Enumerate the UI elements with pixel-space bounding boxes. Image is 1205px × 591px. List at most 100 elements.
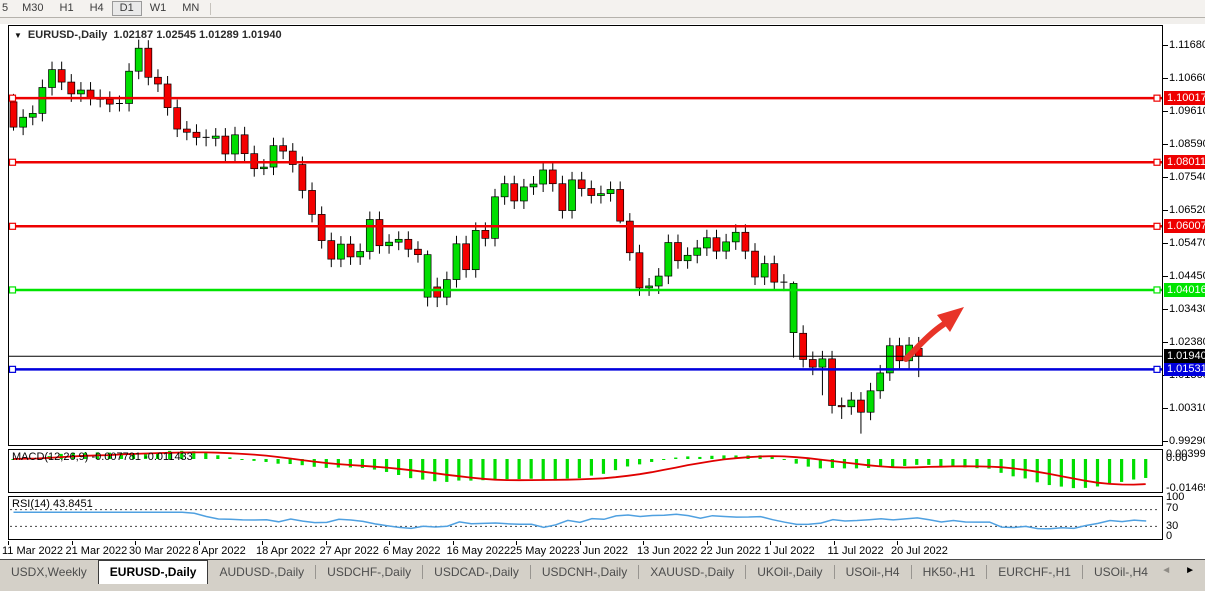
price-tick-mark xyxy=(1163,308,1168,310)
tab-separator xyxy=(315,565,317,579)
hline-price-label: 1.01531 xyxy=(1164,362,1205,377)
price-tick-mark xyxy=(1163,77,1168,79)
tab-separator xyxy=(745,565,747,579)
chart-tab-eurchf-h1[interactable]: EURCHF-,H1 xyxy=(998,565,1071,579)
timeframe-button-mn[interactable]: MN xyxy=(182,2,200,14)
time-axis-label: 13 Jun 2022 xyxy=(637,545,698,557)
time-axis-label: 11 Jul 2022 xyxy=(827,545,884,557)
tab-separator xyxy=(986,565,988,579)
chart-tab-ukoil-daily[interactable]: UKOil-,Daily xyxy=(757,565,823,579)
macd-axis-label: 0.00 xyxy=(1166,452,1188,464)
time-tick-mark xyxy=(770,541,771,545)
time-axis-label: 20 Jul 2022 xyxy=(891,545,948,557)
time-tick-mark xyxy=(706,541,708,545)
price-tick-mark xyxy=(1163,342,1168,344)
time-axis: 11 Mar 2022 21 Mar 2022 30 Mar 2022 8 Apr 2… xyxy=(0,541,1205,558)
tab-scroll-left-icon[interactable]: ◄ xyxy=(1161,565,1172,576)
time-tick-mark xyxy=(389,541,390,545)
time-tick-mark xyxy=(325,541,327,545)
chart-symbol-label: EURUSD-,Daily xyxy=(27,29,108,41)
time-tick-mark xyxy=(71,541,73,545)
timeframe-button-h4[interactable]: H4 xyxy=(89,2,104,14)
price-tick-label: 1.02380 xyxy=(1169,336,1205,349)
time-axis-label: 3 Jun 2022 xyxy=(573,545,628,557)
timeframe-button-d1[interactable]: D1 xyxy=(111,1,142,16)
chart-tab-usdcad-daily[interactable]: USDCAD-,Daily xyxy=(434,565,519,579)
rsi-pane-canvas[interactable] xyxy=(8,496,1163,540)
time-axis-label: 30 Mar 2022 xyxy=(129,545,191,557)
price-tick-label: 1.11680 xyxy=(1169,39,1205,51)
timeframe-button-5[interactable]: 5 xyxy=(2,2,9,14)
time-tick-mark xyxy=(262,541,263,545)
rsi-axis-label: 70 xyxy=(1166,502,1179,514)
price-tick-label: 1.06520 xyxy=(1169,203,1205,216)
toolbar-separator xyxy=(210,2,212,15)
chart-tab-usdchf-daily[interactable]: USDCHF-,Daily xyxy=(327,565,412,579)
time-tick-mark xyxy=(198,541,200,545)
price-tick-label: 1.08590 xyxy=(1169,137,1205,150)
chart-tab-bar: USDX,Weekly EURUSD-,Daily AUDUSD-,Daily USD… xyxy=(0,559,1205,591)
chart-tab-usoil-h4[interactable]: USOil-,H4 xyxy=(845,565,900,579)
time-axis-label: 1 Jul 2022 xyxy=(764,545,815,557)
tab-separator xyxy=(422,565,424,579)
time-axis-label: 22 Jun 2022 xyxy=(700,545,762,557)
time-tick-mark xyxy=(452,541,454,545)
time-tick-mark xyxy=(135,541,136,545)
timeframe-button-w1[interactable]: W1 xyxy=(149,2,167,14)
symbol-dropdown-icon[interactable]: ▼ xyxy=(14,30,22,40)
rsi-indicator-label: RSI(14) 43.8451 xyxy=(12,498,93,510)
tab-separator xyxy=(1081,565,1083,579)
chart-ohlc-values: 1.02187 1.02545 1.01289 1.01940 xyxy=(113,29,282,41)
tab-separator xyxy=(638,565,640,579)
hline-price-label: 1.06007 xyxy=(1164,219,1205,234)
chart-tab-usoil-h4[interactable]: USOil-,H4 xyxy=(1093,565,1148,579)
chart-tab-eurusd-daily[interactable]: EURUSD-,Daily xyxy=(97,560,209,584)
macd-indicator-label: MACD(12,26,9) -0.007781 -0.011433 xyxy=(12,451,193,463)
timeframe-button-h1[interactable]: H1 xyxy=(59,2,74,14)
price-tick-label: 1.03430 xyxy=(1169,302,1205,315)
toolbar-gap xyxy=(0,18,1205,24)
time-axis-label: 21 Mar 2022 xyxy=(65,545,128,557)
price-tick-label: 1.09610 xyxy=(1169,105,1205,118)
time-tick-mark xyxy=(833,541,835,545)
chart-tab-hk50-h1[interactable]: HK50-,H1 xyxy=(922,565,976,579)
rsi-axis-label: 100 xyxy=(1166,491,1185,503)
price-tick-mark xyxy=(1163,440,1168,442)
time-axis-label: 11 Mar 2022 xyxy=(2,545,63,557)
tab-scroll-right-icon[interactable]: ► xyxy=(1185,565,1195,576)
time-tick-mark xyxy=(579,541,581,545)
time-tick-mark xyxy=(897,541,898,545)
chart-tab-audusd-daily[interactable]: AUDUSD-,Daily xyxy=(219,565,305,579)
hline-price-label: 1.08011 xyxy=(1164,155,1205,170)
rsi-axis-label: 0 xyxy=(1166,530,1173,542)
price-tick-mark xyxy=(1163,243,1168,245)
price-tick-label: 1.04450 xyxy=(1169,270,1205,283)
chart-tab-usdx-weekly[interactable]: USDX,Weekly xyxy=(11,565,87,579)
macd-axis-label: 0.00399 xyxy=(1166,448,1205,460)
hline-price-label: 1.10017 xyxy=(1164,91,1205,106)
time-tick-mark xyxy=(8,541,9,545)
chart-tab-usdcnh-daily[interactable]: USDCNH-,Daily xyxy=(541,565,628,579)
trend-arrow-annotation xyxy=(903,321,947,362)
tab-separator xyxy=(529,565,531,579)
bid-price-label: 1.01940 xyxy=(1164,349,1205,364)
macd-pane-canvas[interactable] xyxy=(8,449,1163,493)
main-chart-canvas[interactable] xyxy=(8,25,1163,446)
time-tick-mark xyxy=(516,541,517,545)
macd-axis-label: -0.014693 xyxy=(1166,482,1205,494)
price-tick-mark xyxy=(1163,111,1168,113)
chart-tab-xauusd-daily[interactable]: XAUUSD-,Daily xyxy=(650,565,735,579)
timeframe-toolbar: 5 M30 H1 H4 D1 W1 MN xyxy=(0,0,1205,18)
price-tick-mark xyxy=(1163,408,1168,410)
time-tick-mark xyxy=(643,541,644,545)
time-axis-label: 6 May 2022 xyxy=(383,545,441,557)
price-tick-label: 1.10660 xyxy=(1169,71,1205,84)
price-tick-label: 1.05470 xyxy=(1169,237,1205,250)
price-tick-mark xyxy=(1163,276,1168,278)
price-tick-label: 1.07540 xyxy=(1169,171,1205,184)
price-tick-mark xyxy=(1163,45,1168,46)
timeframe-button-m30[interactable]: M30 xyxy=(22,2,44,14)
time-axis-label: 27 Apr 2022 xyxy=(319,545,379,557)
chart-ohlc-header: ▼ EURUSD-,Daily 1.02187 1.02545 1.01289 … xyxy=(14,29,282,41)
